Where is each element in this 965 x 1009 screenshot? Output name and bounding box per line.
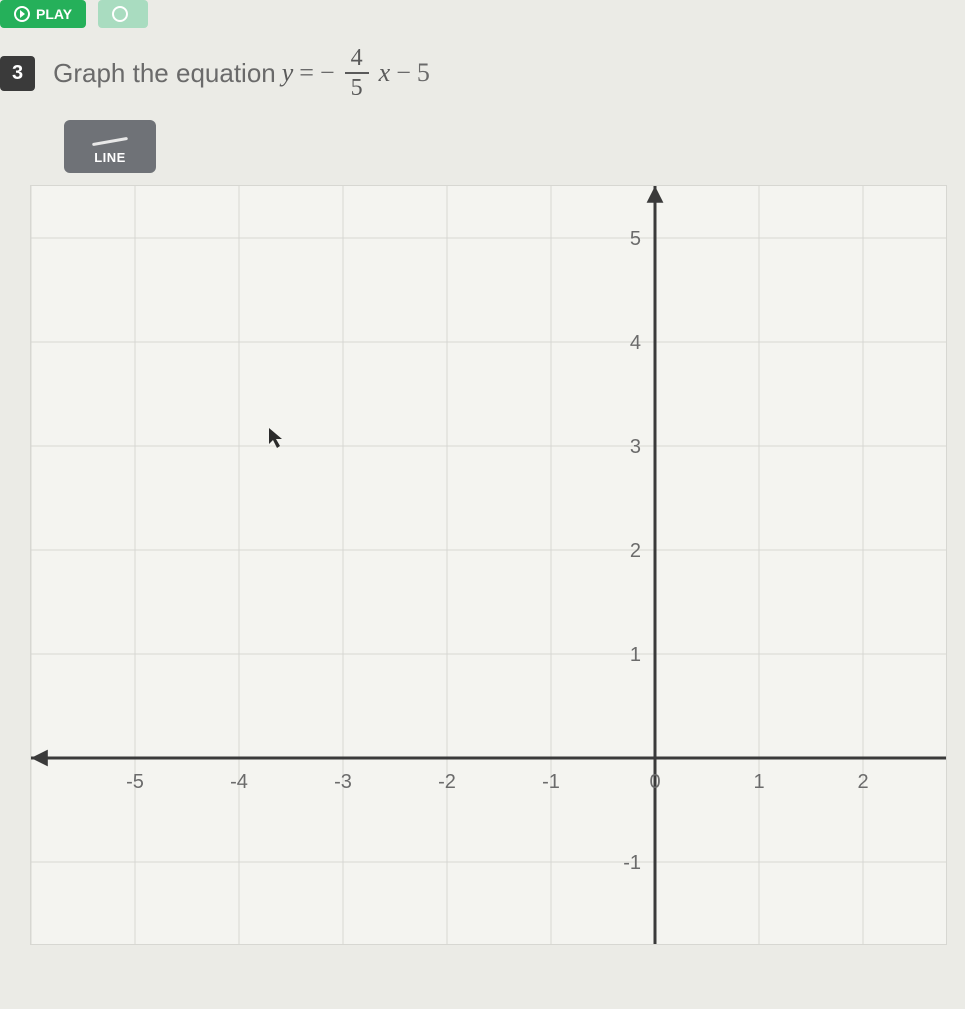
eq-frac-den: 5 xyxy=(351,74,363,100)
svg-text:-1: -1 xyxy=(542,771,560,793)
svg-text:-5: -5 xyxy=(126,771,144,793)
eq-equals: = xyxy=(299,58,314,88)
svg-text:1: 1 xyxy=(753,771,764,793)
eq-fraction: 4 5 xyxy=(345,46,369,100)
question-prompt: Graph the equation xyxy=(53,58,276,89)
svg-text:5: 5 xyxy=(630,228,641,250)
eq-frac-num: 4 xyxy=(345,46,369,74)
stop-button[interactable] xyxy=(98,0,148,28)
line-tool-button[interactable]: LINE xyxy=(64,120,156,173)
eq-minus: − xyxy=(396,58,411,88)
eq-neg: − xyxy=(320,58,335,88)
eq-const: 5 xyxy=(417,58,430,88)
svg-text:4: 4 xyxy=(630,332,641,354)
svg-text:-1: -1 xyxy=(623,852,641,874)
play-label: PLAY xyxy=(36,6,72,22)
eq-rhs-var: x xyxy=(379,58,391,88)
stop-icon xyxy=(112,6,128,22)
svg-text:0: 0 xyxy=(649,771,660,793)
eq-lhs: y xyxy=(282,58,294,88)
graph-area[interactable]: -5 -4 -3 -2 -1 0 1 2 -1 1 2 3 4 5 xyxy=(30,185,947,945)
svg-text:-4: -4 xyxy=(230,771,248,793)
svg-text:2: 2 xyxy=(630,540,641,562)
question-row: 3 Graph the equation y = − 4 5 x − 5 xyxy=(0,46,965,100)
tool-row: LINE xyxy=(64,120,965,173)
line-tool-label: LINE xyxy=(94,150,126,165)
top-toolbar: PLAY xyxy=(0,0,965,40)
question-text: Graph the equation y = − 4 5 x − 5 xyxy=(53,46,430,100)
svg-text:3: 3 xyxy=(630,436,641,458)
svg-text:2: 2 xyxy=(857,771,868,793)
svg-text:-3: -3 xyxy=(334,771,352,793)
coordinate-grid[interactable]: -5 -4 -3 -2 -1 0 1 2 -1 1 2 3 4 5 xyxy=(31,186,946,944)
svg-text:-2: -2 xyxy=(438,771,456,793)
svg-text:1: 1 xyxy=(630,644,641,666)
play-icon xyxy=(14,6,30,22)
line-icon xyxy=(88,130,132,144)
question-number: 3 xyxy=(0,56,35,91)
play-button[interactable]: PLAY xyxy=(0,0,86,28)
